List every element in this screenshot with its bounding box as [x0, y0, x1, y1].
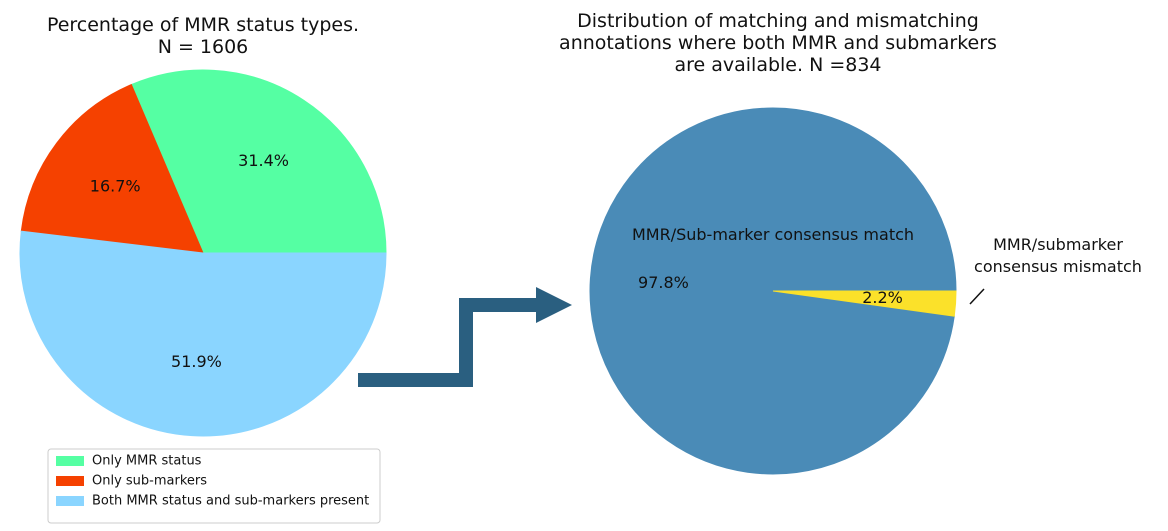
pie-slice	[20, 83, 204, 254]
value-label: 16.7%	[90, 177, 141, 196]
legend-swatch	[56, 456, 84, 466]
arrow-head	[536, 287, 572, 323]
legend-label: Only MMR status	[92, 454, 202, 469]
flow-arrow	[358, 298, 540, 387]
legend-frame	[47, 448, 381, 524]
legend-swatch	[56, 476, 84, 486]
value-label: 2.2%	[862, 288, 903, 307]
pie-slice	[772, 290, 957, 317]
pie-slice	[19, 230, 387, 437]
category-label: MMR/submarker consensus mismatch	[974, 235, 1142, 276]
chart-title: Percentage of MMR status types. N = 1606	[46, 14, 360, 58]
legend-swatch	[56, 496, 84, 506]
pie-slice	[130, 69, 387, 254]
value-label: 97.8%	[638, 273, 689, 292]
value-label: 31.4%	[238, 151, 289, 170]
legend-label: Only sub-markers	[92, 474, 207, 489]
value-label: 51.9%	[171, 352, 222, 371]
chart-title: Distribution of matching and mismatching…	[559, 10, 997, 76]
legend: Only MMR status Only sub-markers Both MMR …	[47, 448, 381, 524]
legend-label: Both MMR status and sub-markers present	[92, 494, 369, 509]
label-leader	[969, 288, 985, 305]
category-label: MMR/Sub-marker consensus match	[631, 225, 915, 244]
